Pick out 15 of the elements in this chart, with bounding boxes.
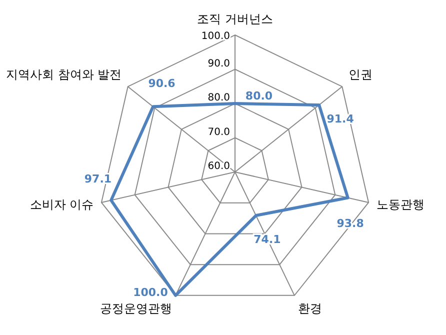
- spoke-label: 환경: [298, 301, 322, 316]
- spoke-label: 인권: [348, 67, 372, 82]
- spoke-label: 공정운영관행: [100, 301, 172, 316]
- spoke-label: 지역사회 참여와 발전: [6, 67, 122, 82]
- spoke-label: 조직 거버넌스: [197, 12, 273, 26]
- y-tick-label: 90.0: [208, 58, 230, 70]
- y-tick-label: 100.0: [201, 31, 230, 42]
- spoke-label: 노동관행: [376, 198, 424, 212]
- spoke-label: 소비자 이슈: [30, 198, 94, 212]
- data-label: 90.6: [148, 76, 176, 90]
- y-tick-label: 60.0: [208, 161, 230, 172]
- y-tick-label: 70.0: [208, 126, 230, 138]
- data-label: 80.0: [245, 90, 273, 102]
- y-tick-label: 80.0: [208, 92, 230, 104]
- data-label: 100.0: [133, 286, 168, 300]
